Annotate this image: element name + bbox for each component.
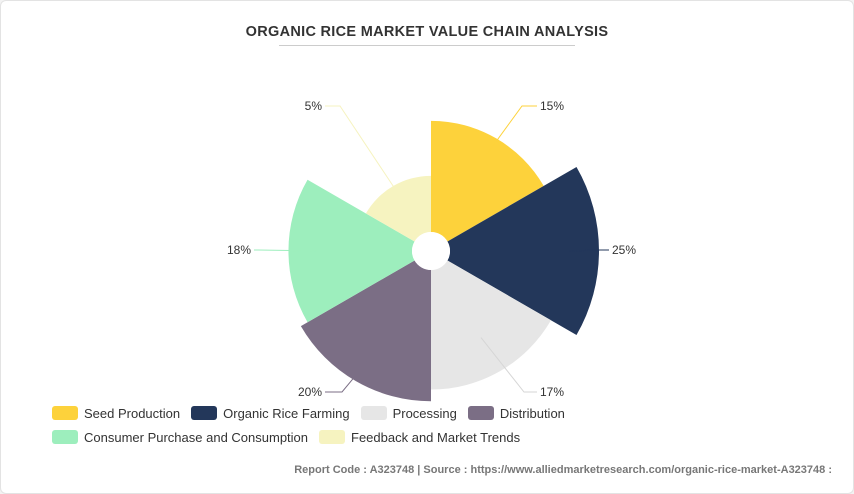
legend-label: Seed Production bbox=[84, 405, 181, 421]
rose-segment-seed-production[interactable] bbox=[431, 120, 544, 242]
legend-item-organic-rice-farming[interactable]: Organic Rice Farming bbox=[191, 404, 350, 422]
leader-line-feedback-and-market-trends bbox=[325, 105, 397, 191]
legend-label: Processing bbox=[392, 405, 457, 421]
legend-swatch bbox=[467, 406, 494, 420]
legend-item-consumer-purchase-and-consumption[interactable]: Consumer Purchase and Consumption bbox=[52, 428, 308, 446]
legend-swatch bbox=[52, 430, 78, 444]
chart-title: ORGANIC RICE MARKET VALUE CHAIN ANALYSIS bbox=[245, 24, 609, 40]
rose-segment-organic-rice-farming[interactable] bbox=[447, 167, 599, 335]
legend-label: Distribution bbox=[499, 405, 565, 421]
legend-label: Feedback and Market Trends bbox=[351, 429, 521, 445]
legend-swatch bbox=[319, 430, 346, 444]
legend-item-seed-production[interactable]: Seed Production bbox=[52, 404, 180, 422]
data-label-seed-production: 15% bbox=[540, 99, 564, 113]
legend-label: Organic Rice Farming bbox=[223, 405, 350, 421]
leader-line-distribution bbox=[325, 361, 368, 393]
data-label-distribution: 20% bbox=[298, 385, 322, 399]
legend-item-processing[interactable]: Processing bbox=[360, 404, 457, 422]
data-label-consumer-purchase-and-consumption: 18% bbox=[227, 243, 251, 257]
legend-swatch bbox=[191, 406, 218, 420]
legend-swatch bbox=[360, 406, 387, 420]
source-footer: Report Code : A323748 | Source : https:/… bbox=[294, 464, 832, 476]
leader-line-consumer-purchase-and-consumption bbox=[254, 249, 324, 252]
legend: Seed Production Organic Rice Farming Proce… bbox=[52, 404, 832, 446]
leader-line-processing bbox=[480, 337, 537, 393]
rose-segment-consumer-purchase-and-consumption[interactable] bbox=[288, 179, 415, 323]
rose-segment-distribution[interactable] bbox=[300, 260, 431, 402]
leader-line-seed-production bbox=[486, 105, 537, 155]
rose-segment-processing[interactable] bbox=[431, 260, 551, 390]
data-label-processing: 17% bbox=[540, 385, 564, 399]
rose-segment-feedback-and-market-trends[interactable] bbox=[365, 175, 431, 242]
legend-item-feedback-and-market-trends[interactable]: Feedback and Market Trends bbox=[319, 428, 520, 446]
leader-line-organic-rice-farming bbox=[568, 249, 609, 252]
data-label-feedback-and-market-trends: 5% bbox=[305, 99, 323, 113]
data-label-organic-rice-farming: 25% bbox=[612, 243, 636, 257]
center-hole bbox=[412, 232, 450, 270]
title-underline bbox=[279, 45, 575, 46]
legend-swatch bbox=[52, 406, 78, 420]
legend-item-distribution[interactable]: Distribution bbox=[467, 404, 565, 422]
legend-label: Consumer Purchase and Consumption bbox=[84, 429, 309, 445]
